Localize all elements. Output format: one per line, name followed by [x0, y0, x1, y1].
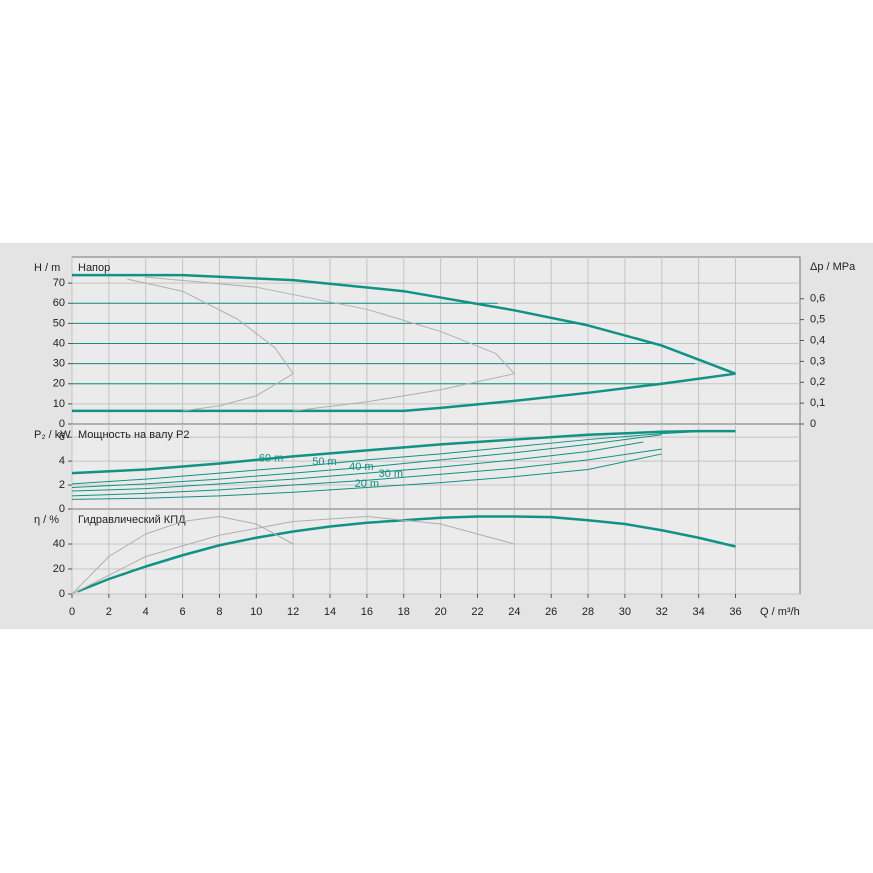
- y-tick-label: 0: [59, 588, 65, 600]
- curve-label: 40 m: [349, 461, 373, 473]
- y2-tick-label: 0,5: [810, 314, 825, 326]
- y-tick-label: 30: [53, 358, 65, 370]
- y2-axis-label: Δp / MPa: [810, 261, 856, 273]
- x-tick-label: 28: [582, 606, 594, 618]
- curve-label: 20 m: [355, 478, 379, 490]
- x-tick-label: 18: [398, 606, 410, 618]
- y2-tick-label: 0,2: [810, 376, 825, 388]
- panel-title: Напор: [78, 262, 110, 274]
- x-tick-label: 2: [106, 606, 112, 618]
- x-tick-label: 30: [619, 606, 631, 618]
- y-axis-label: η / %: [34, 514, 59, 526]
- curve: [71, 429, 736, 475]
- curve-label: 50 m: [312, 456, 336, 468]
- panel-title: Мощность на валу P2: [78, 429, 190, 441]
- y-tick-label: 40: [53, 337, 65, 349]
- y-tick-label: 6: [59, 431, 65, 443]
- y-tick-label: 0: [59, 418, 65, 430]
- x-tick-label: 24: [508, 606, 520, 618]
- curve-label: 30 m: [379, 468, 403, 480]
- y-tick-label: 40: [53, 538, 65, 550]
- x-axis-label: Q / m³/h: [760, 606, 800, 618]
- x-tick-label: 8: [216, 606, 222, 618]
- y-tick-label: 60: [53, 297, 65, 309]
- x-tick-label: 26: [545, 606, 557, 618]
- curve: [71, 430, 708, 485]
- curve-label: 60 m: [259, 453, 283, 465]
- y-tick-label: 20: [53, 378, 65, 390]
- curve: [71, 448, 662, 497]
- y-tick-label: 2: [59, 479, 65, 491]
- y-axis-label: H / m: [34, 262, 60, 274]
- x-tick-label: 22: [471, 606, 483, 618]
- y-tick-label: 0: [59, 503, 65, 515]
- y-tick-label: 20: [53, 563, 65, 575]
- x-tick-label: 20: [434, 606, 446, 618]
- x-tick-label: 32: [656, 606, 668, 618]
- y2-tick-label: 0: [810, 418, 816, 430]
- x-tick-label: 36: [729, 606, 741, 618]
- curve: [127, 278, 294, 412]
- curve: [145, 276, 515, 412]
- panel-title: Гидравлический КПД: [78, 514, 186, 526]
- curve: [71, 441, 644, 492]
- curve: [71, 434, 662, 488]
- x-tick-label: 4: [143, 606, 149, 618]
- y2-tick-label: 0,1: [810, 397, 825, 409]
- y-axis-label: P₂ / kW: [34, 429, 71, 441]
- curve: [71, 453, 662, 500]
- x-tick-label: 6: [180, 606, 186, 618]
- y2-tick-label: 0,6: [810, 293, 825, 305]
- x-tick-label: 16: [361, 606, 373, 618]
- plot-area: [71, 256, 801, 425]
- curve: [71, 516, 515, 595]
- x-tick-label: 0: [69, 606, 75, 618]
- y-tick-label: 50: [53, 317, 65, 329]
- x-tick-label: 14: [324, 606, 336, 618]
- x-tick-label: 12: [287, 606, 299, 618]
- x-tick-label: 10: [250, 606, 262, 618]
- curve: [71, 516, 294, 595]
- y-tick-label: 70: [53, 277, 65, 289]
- y-tick-label: 10: [53, 398, 65, 410]
- curve: [72, 273, 736, 375]
- y2-tick-label: 0,3: [810, 355, 825, 367]
- y2-tick-label: 0,4: [810, 334, 825, 346]
- y-tick-label: 4: [59, 455, 65, 467]
- x-tick-label: 34: [693, 606, 705, 618]
